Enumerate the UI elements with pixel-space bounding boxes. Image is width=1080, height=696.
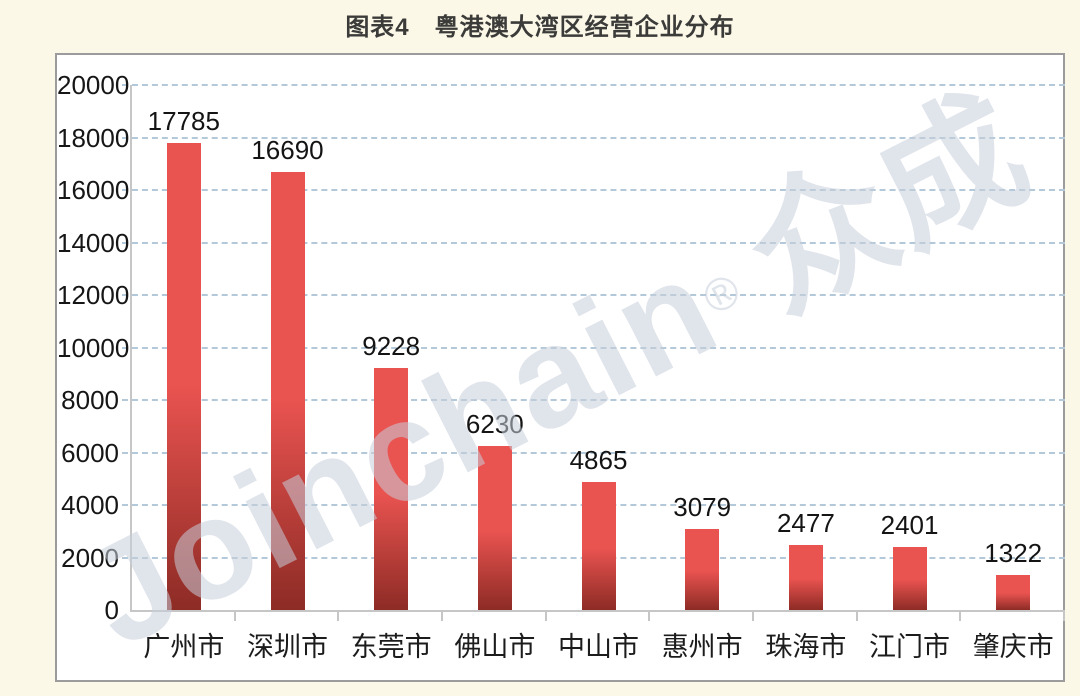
- bar: [685, 529, 720, 610]
- y-axis-tick-label: 8000: [61, 385, 119, 415]
- y-axis-tick-label: 6000: [61, 437, 119, 468]
- gridline: [122, 346, 1065, 349]
- plot-area: [130, 85, 1065, 612]
- x-axis-tick: [544, 612, 547, 621]
- x-axis-tick: [441, 612, 443, 621]
- bar-columns: 17785 16690 9228 6230 4865 3079 2477 2401 1322: [132, 85, 1065, 610]
- y-axis-tick-label: 14000: [57, 227, 130, 258]
- bar-column: 6230: [443, 85, 547, 610]
- bar-column: 2401: [858, 85, 962, 610]
- bar-value-label: 6230: [465, 409, 524, 439]
- y-axis-tick-label: 20000: [57, 70, 130, 100]
- x-axis-tick: [648, 612, 651, 621]
- chart-panel: 17785 16690 9228 6230 4865 3079 2477 2401 1322 广…: [55, 53, 1065, 682]
- y-axis-tick-label: 10000: [57, 332, 130, 363]
- bar: [996, 575, 1031, 610]
- x-axis-category-label: 珠海市: [765, 632, 847, 662]
- gridline: [122, 241, 1065, 244]
- x-axis-tick: [233, 612, 236, 621]
- bar: [892, 547, 927, 610]
- bar: [270, 172, 305, 610]
- y-axis-tick-label: 2000: [61, 542, 119, 573]
- bar: [374, 368, 409, 610]
- gridline: [122, 294, 1065, 296]
- bar-column: 16690: [236, 85, 340, 610]
- bar-column: 17785: [132, 85, 236, 610]
- x-axis-category-label: 惠州市: [661, 632, 743, 662]
- x-axis-labels: 广州市 深圳市 东莞市 佛山市 中山市 惠州市 珠海市 江门市 肇庆市: [132, 625, 1065, 664]
- bar-column: 2477: [754, 85, 858, 610]
- bar-value-label: 2477: [776, 508, 835, 538]
- gridline: [122, 189, 1065, 191]
- gridline: [122, 399, 1065, 401]
- gridline: [122, 451, 1065, 454]
- y-axis-tick-label: 18000: [57, 122, 130, 153]
- gridline: [122, 136, 1065, 139]
- x-axis-tick: [959, 612, 962, 621]
- y-axis-tick-label: 12000: [57, 280, 130, 310]
- x-axis-tick: [752, 612, 754, 621]
- bar: [788, 545, 823, 610]
- bar-value-label: 9228: [362, 331, 421, 361]
- bar-column: 1322: [961, 85, 1065, 610]
- bar-column: 4865: [547, 85, 651, 610]
- x-axis-category-label: 深圳市: [247, 632, 328, 662]
- y-axis-tick-label: 4000: [61, 490, 119, 520]
- bar-value-label: 16690: [251, 135, 324, 165]
- page-title: 图表4 粤港澳大湾区经营企业分布: [345, 14, 735, 41]
- bar-column: 9228: [339, 85, 443, 610]
- x-axis-category-label: 江门市: [869, 632, 951, 662]
- x-axis-category-label: 佛山市: [454, 632, 536, 662]
- bar-value-label: 3079: [673, 492, 732, 522]
- x-axis-category-label: 中山市: [558, 632, 640, 662]
- bar-value-label: 2401: [880, 510, 939, 540]
- bar: [166, 143, 201, 610]
- bar: [581, 482, 616, 610]
- x-axis-category-label: 肇庆市: [972, 632, 1054, 662]
- y-axis-tick-label: 16000: [57, 175, 130, 205]
- gridline: [122, 84, 1065, 86]
- bar-value-label: 4865: [569, 445, 628, 475]
- x-axis-tick: [1063, 612, 1065, 621]
- bar-value-label: 17785: [147, 106, 220, 136]
- x-axis-category-label: 东莞市: [350, 632, 432, 662]
- y-axis-tick-label: 0: [104, 595, 119, 625]
- bar-column: 3079: [650, 85, 754, 610]
- x-axis-tick: [337, 612, 340, 621]
- x-axis-category-label: 广州市: [143, 632, 225, 662]
- bar: [477, 446, 512, 610]
- bar-value-label: 1322: [984, 538, 1043, 568]
- x-axis-tick: [855, 612, 858, 621]
